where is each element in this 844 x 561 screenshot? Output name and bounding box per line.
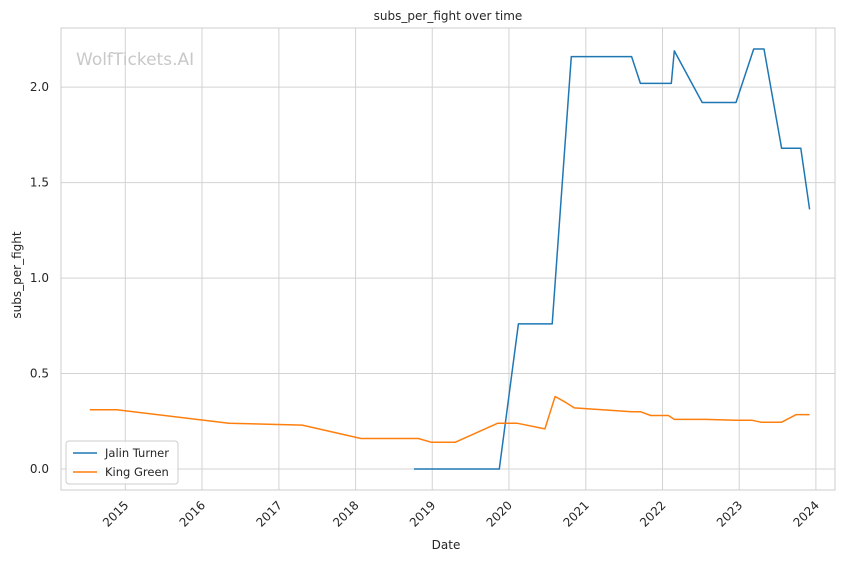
series-line-jalin-turner [414,48,811,470]
grid [61,28,835,490]
x-tick-label: 2015 [100,498,131,529]
y-axis-label: subs_per_fight [10,231,24,318]
x-tick-label: 2016 [177,498,208,529]
legend: Jalin Turner King Green [65,440,179,485]
y-tick-label: 0.0 [30,462,49,476]
x-tick-label: 2022 [637,498,668,529]
legend-box [65,440,179,485]
x-tick-label: 2019 [407,498,438,529]
x-tick-label: 2017 [253,498,284,529]
y-tick-label: 2.0 [30,80,49,94]
y-ticks: 0.0 0.5 1.0 1.5 2.0 [30,80,49,476]
y-tick-label: 1.0 [30,271,49,285]
legend-label: Jalin Turner [104,446,169,460]
watermark: WolfTickets.AI [76,50,194,70]
series-line-king-green [89,395,810,444]
x-tick-label: 2020 [484,498,515,529]
x-tick-label: 2023 [714,498,745,529]
series-layer [89,48,811,470]
legend-label: King Green [105,465,169,479]
x-axis-label: Date [432,538,461,552]
y-tick-label: 0.5 [30,367,49,381]
chart-title: subs_per_fight over time [374,9,523,23]
y-tick-label: 1.5 [30,176,49,190]
plot-frame [60,27,836,491]
x-ticks: 2015 2016 2017 2018 2019 2020 2021 2022 2023 2024 [100,498,822,529]
x-tick-label: 2018 [330,498,361,529]
x-tick-label: 2024 [791,498,822,529]
x-tick-label: 2021 [560,498,591,529]
